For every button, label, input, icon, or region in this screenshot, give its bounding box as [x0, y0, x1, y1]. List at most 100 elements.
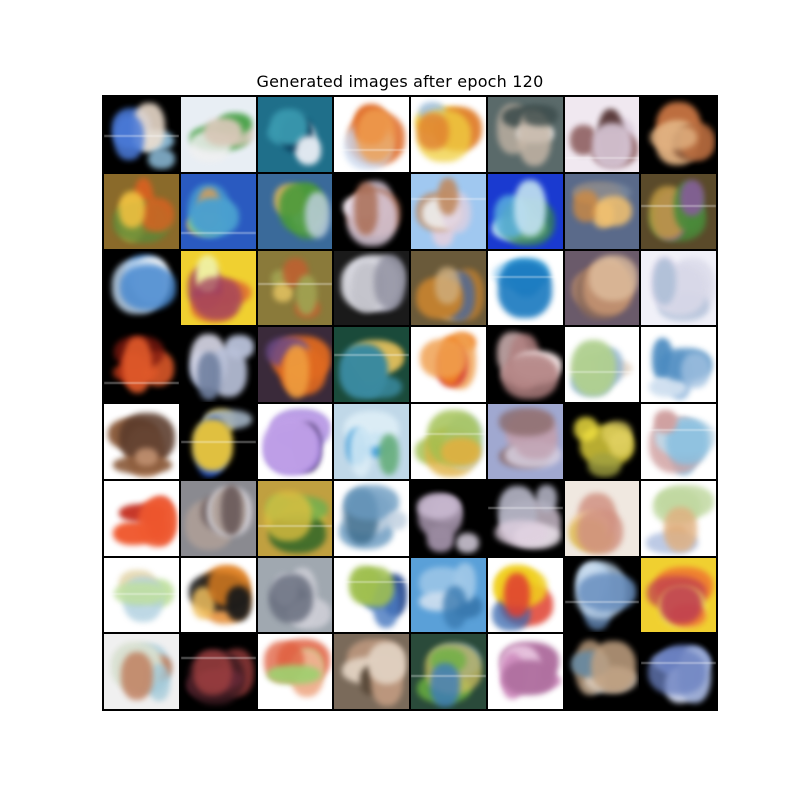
image-blob	[652, 257, 677, 305]
generated-image-tile	[180, 480, 256, 556]
image-blob	[269, 574, 313, 623]
figure-title: Generated images after epoch 120	[256, 72, 544, 91]
image-artifact-streak	[564, 156, 640, 159]
image-blob	[295, 136, 322, 166]
generated-image-tile	[257, 327, 333, 402]
image-artifact-streak	[104, 382, 179, 385]
generated-image-tile	[641, 97, 716, 172]
image-blob	[679, 180, 705, 217]
generated-image-tile	[257, 634, 333, 709]
image-artifact-streak	[564, 371, 640, 374]
image-blob	[456, 532, 480, 554]
generated-image-tile	[487, 480, 563, 556]
generated-image-tile	[564, 404, 640, 479]
image-blob	[417, 112, 449, 151]
image-blob	[263, 490, 312, 542]
image-blob	[681, 352, 711, 388]
image-blob	[420, 338, 468, 379]
generated-image-tile	[180, 634, 256, 709]
image-artifact-streak	[641, 661, 716, 664]
image-blob	[349, 426, 373, 477]
image-blob	[147, 664, 170, 701]
image-blob	[426, 526, 455, 552]
generated-image-tile	[564, 250, 640, 326]
image-blob	[649, 124, 697, 150]
image-blob	[368, 641, 407, 684]
image-artifact-streak	[641, 429, 716, 432]
image-blob	[609, 431, 632, 457]
generated-image-tile	[411, 97, 486, 172]
generated-image-tile	[487, 173, 563, 249]
image-blob	[121, 652, 154, 701]
image-blob	[435, 267, 460, 304]
generated-image-tile	[334, 173, 409, 249]
generated-image-tile	[334, 480, 409, 556]
image-blob	[197, 352, 222, 400]
image-blob	[648, 376, 686, 398]
image-blob	[221, 485, 242, 536]
generated-image-tile	[487, 404, 563, 479]
generated-image-tile	[104, 634, 179, 709]
image-blob	[595, 195, 633, 227]
image-blob	[373, 254, 407, 310]
generated-image-tile	[411, 404, 486, 479]
generated-image-tile	[564, 327, 640, 402]
generated-image-tile	[334, 634, 409, 709]
generated-image-tile	[641, 557, 716, 633]
image-blob	[577, 573, 637, 611]
generated-image-tile	[180, 250, 256, 326]
image-blob	[193, 276, 242, 321]
image-blob	[272, 283, 294, 303]
generated-image-tile	[641, 327, 716, 402]
generated-image-tile	[334, 97, 409, 172]
image-artifact-streak	[641, 205, 716, 208]
image-blob	[502, 353, 558, 400]
generated-image-tile	[641, 250, 716, 326]
image-blob	[437, 177, 458, 216]
image-blob	[587, 452, 622, 477]
generated-image-tile	[104, 97, 179, 172]
image-blob	[653, 410, 677, 433]
generated-image-tile	[257, 97, 333, 172]
image-blob	[304, 192, 330, 239]
image-blob	[647, 649, 706, 696]
image-blob	[440, 437, 482, 467]
generated-image-tile	[257, 404, 333, 479]
generated-image-tile	[564, 634, 640, 709]
generated-image-tile	[180, 404, 256, 479]
image-artifact-streak	[104, 593, 179, 596]
generated-image-tile	[257, 173, 333, 249]
generated-image-tile	[257, 557, 333, 633]
image-artifact-streak	[564, 600, 640, 603]
image-blob	[356, 109, 396, 162]
generated-image-tile	[334, 557, 409, 633]
image-blob	[590, 641, 637, 692]
generated-image-tile	[104, 327, 179, 402]
image-artifact-streak	[411, 675, 486, 678]
image-blob	[573, 416, 599, 441]
generated-image-tile	[104, 557, 179, 633]
image-blob	[114, 581, 167, 606]
image-blob	[122, 336, 152, 393]
generated-image-tile	[641, 173, 716, 249]
image-artifact-streak	[334, 581, 409, 584]
image-blob	[354, 181, 378, 236]
image-blob	[385, 510, 408, 531]
image-blob	[592, 122, 633, 169]
image-blob	[140, 197, 175, 233]
image-artifact-streak	[487, 276, 563, 279]
generated-image-tile	[641, 404, 716, 479]
generated-image-tile	[641, 634, 716, 709]
image-artifact-streak	[180, 231, 256, 234]
image-blob	[191, 418, 234, 471]
image-artifact-streak	[487, 506, 563, 509]
image-blob	[442, 586, 468, 630]
generated-image-tile	[411, 327, 486, 402]
image-artifact-streak	[411, 197, 486, 200]
image-blob	[536, 484, 558, 512]
image-blob	[138, 497, 177, 547]
generated-image-tile	[487, 250, 563, 326]
image-blob	[660, 585, 703, 624]
image-blob	[192, 649, 233, 695]
generated-image-tile	[104, 404, 179, 479]
